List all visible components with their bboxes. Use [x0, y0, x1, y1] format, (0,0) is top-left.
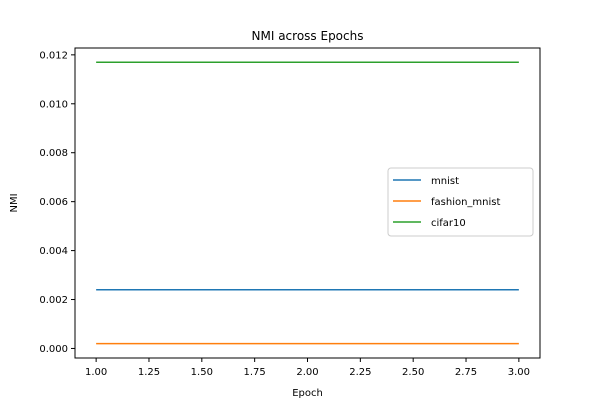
legend-frame	[387, 167, 534, 237]
x-tick-label: 1.75	[244, 367, 266, 378]
legend-label-fashion_mnist: fashion_mnist	[431, 197, 500, 208]
x-axis-label: Epoch	[292, 388, 323, 399]
y-tick-label: 0.008	[39, 148, 68, 159]
series-lines	[96, 61, 519, 345]
y-tick-label: 0.004	[39, 246, 68, 257]
y-tick-label: 0.012	[39, 50, 68, 61]
x-tick-label: 3.00	[508, 367, 530, 378]
x-tick-label: 2.00	[296, 367, 318, 378]
x-tick-label: 2.75	[455, 367, 477, 378]
y-axis-label: NMI	[9, 193, 20, 212]
y-tick-label: 0.006	[39, 197, 68, 208]
legend-label-cifar10: cifar10	[431, 218, 466, 229]
x-tick-label: 1.50	[191, 367, 213, 378]
x-tick-label: 2.25	[349, 367, 371, 378]
x-axis: 1.00 1.25 1.50 1.75 2.00 2.25 2.50 2.75 3.00	[85, 358, 530, 378]
y-tick-label: 0.002	[39, 295, 68, 306]
x-tick-label: 2.50	[402, 367, 424, 378]
x-tick-label: 1.25	[138, 367, 160, 378]
chart-title: NMI across Epochs	[252, 29, 364, 43]
legend-label-mnist: mnist	[431, 176, 459, 187]
y-axis: 0.000 0.002 0.004 0.006 0.008 0.010 0.012	[39, 50, 75, 355]
y-tick-label: 0.010	[39, 99, 68, 110]
y-tick-label: 0.000	[39, 344, 68, 355]
x-tick-label: 1.00	[85, 367, 107, 378]
legend: mnist fashion_mnist cifar10	[387, 167, 534, 237]
